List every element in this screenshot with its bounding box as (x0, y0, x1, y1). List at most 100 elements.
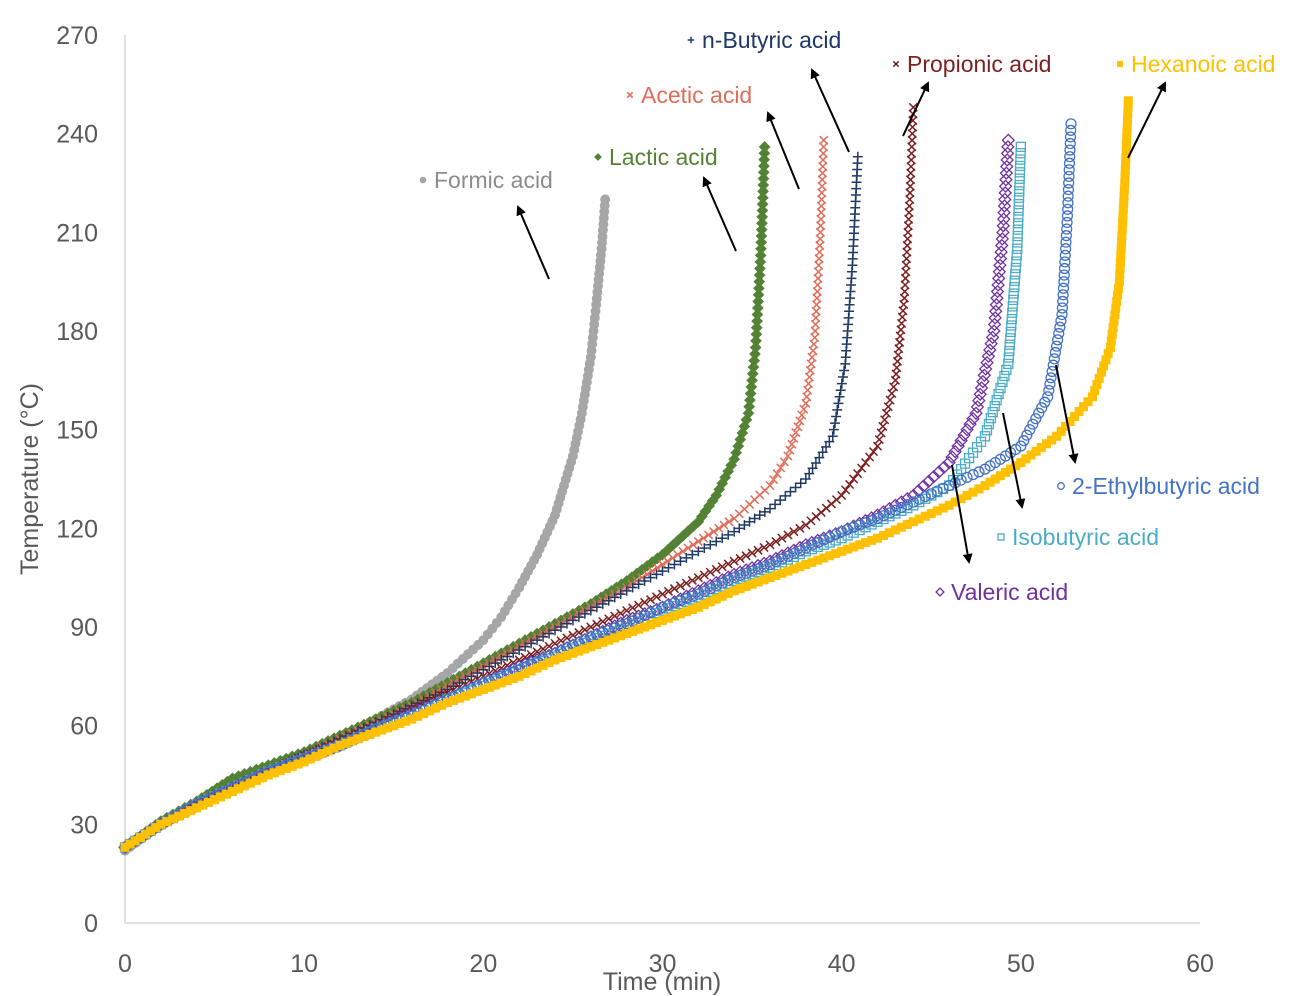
data-point (1030, 413, 1042, 425)
data-point (743, 400, 756, 413)
data-point (263, 770, 273, 780)
data-point (514, 671, 524, 681)
data-point (526, 638, 537, 649)
data-point (746, 374, 758, 387)
data-point (1012, 243, 1023, 254)
data-point (754, 510, 765, 521)
data-point (135, 832, 145, 842)
data-point (1050, 340, 1063, 352)
data-point (765, 540, 775, 550)
data-point (960, 422, 974, 437)
x-tick-label: 60 (1186, 950, 1214, 978)
data-point (353, 734, 363, 744)
data-point (1058, 269, 1070, 281)
data-point (841, 485, 851, 495)
series-lactic-acid (119, 140, 771, 854)
data-point (663, 562, 674, 573)
data-point (478, 664, 489, 675)
data-point (1021, 454, 1031, 464)
data-point (616, 608, 626, 618)
data-point (962, 490, 972, 500)
data-point (980, 481, 990, 491)
series-2-ethylbutyric-acid (119, 118, 1077, 853)
data-point (921, 474, 936, 489)
label-formic-acid: Formic acid (419, 167, 553, 193)
data-point (592, 619, 602, 629)
data-point (1107, 329, 1117, 339)
label-isobutyric-acid: Isobutyric acid (997, 524, 1159, 550)
data-point (697, 581, 712, 595)
data-point (1031, 446, 1041, 456)
data-point (790, 482, 801, 493)
data-point (1064, 151, 1076, 163)
data-point (621, 585, 632, 596)
x-tick-label: 50 (1007, 950, 1035, 978)
data-point (717, 562, 727, 572)
data-point (514, 645, 525, 655)
data-point (681, 552, 692, 563)
data-point (1065, 416, 1075, 426)
data-point (1062, 190, 1074, 202)
data-point (496, 654, 507, 665)
data-point (685, 586, 700, 601)
label-valeric-acid: Valeric acid (935, 579, 1068, 605)
data-point (275, 766, 285, 776)
data-point (257, 773, 267, 783)
data-point (562, 651, 572, 661)
data-point (795, 562, 805, 572)
data-point (734, 523, 745, 534)
data-point (675, 581, 685, 591)
data-point (795, 478, 806, 489)
data-point (742, 407, 755, 420)
series-hexanoic-acid (120, 96, 1133, 852)
data-point (668, 597, 681, 609)
legend-marker (892, 60, 900, 68)
data-point (889, 382, 899, 392)
data-point (807, 557, 817, 567)
data-point (995, 232, 1010, 246)
data-point (1064, 137, 1076, 150)
data-point (162, 817, 172, 827)
arrow-isobutyric-acid (1002, 412, 1026, 509)
data-point (216, 792, 226, 802)
data-point (966, 411, 980, 426)
data-point (704, 583, 716, 595)
data-point (1000, 153, 1014, 167)
data-point (1015, 141, 1026, 152)
data-point (944, 500, 954, 510)
data-point (973, 466, 985, 478)
y-tick-label: 210 (56, 219, 98, 247)
data-point (735, 584, 745, 594)
data-point (502, 676, 512, 686)
data-point (775, 548, 789, 563)
data-point (963, 417, 977, 431)
data-point (703, 578, 718, 593)
data-point (591, 629, 603, 641)
data-point (592, 640, 602, 650)
data-point (981, 349, 996, 364)
data-point (1053, 327, 1065, 340)
data-point (329, 743, 339, 753)
data-point (1056, 302, 1069, 314)
data-point (907, 496, 919, 508)
data-point (805, 535, 819, 550)
data-point (783, 530, 793, 540)
data-point (994, 238, 1009, 253)
x-tick-label: 30 (649, 950, 677, 978)
data-point (537, 624, 549, 637)
data-point (407, 714, 417, 724)
data-point (1058, 276, 1070, 288)
data-point (1117, 231, 1127, 241)
series-propionic-acid (120, 102, 918, 852)
data-point (849, 542, 859, 552)
data-point (885, 395, 895, 405)
data-point (997, 205, 1011, 220)
data-point (800, 474, 811, 484)
data-point (853, 468, 863, 479)
data-point (793, 422, 803, 432)
data-point (758, 147, 771, 160)
data-point (876, 428, 886, 438)
data-point (281, 763, 291, 773)
data-point (855, 540, 865, 550)
data-point (1013, 205, 1024, 216)
